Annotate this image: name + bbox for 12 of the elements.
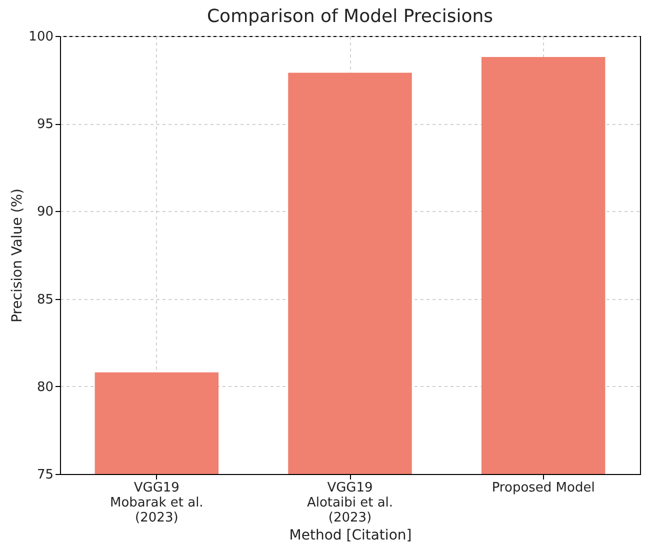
x-axis-title: Method [Citation] [289,528,412,544]
chart-title: Comparison of Model Precisions [206,6,494,27]
y-tick-label: 75 [36,468,54,482]
y-axis-title: Precision Value (%) [10,188,26,323]
y-tick-label: 80 [36,380,54,395]
y-tick-label: 90 [36,204,54,220]
x-tick-label: Proposed Model [492,480,595,496]
y-tick-label: 95 [36,117,54,132]
y-tick-label: 100 [28,30,54,44]
x-tick-label: VGG19 Mobarak et al. (2023) [110,480,204,526]
x-tick-label: VGG19 Alotaibi et al. (2023) [306,480,394,526]
y-tick-label: 85 [36,292,54,308]
